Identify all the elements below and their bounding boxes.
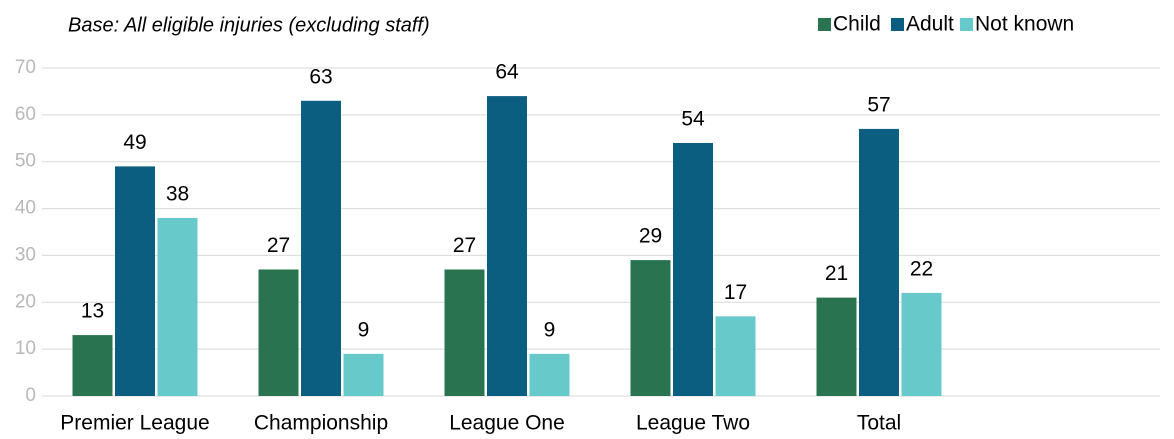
data-label: 29 <box>639 225 662 248</box>
data-label: 64 <box>495 61 519 84</box>
bar <box>673 142 713 396</box>
bar <box>859 128 899 396</box>
data-label: 9 <box>544 318 556 341</box>
data-label: 49 <box>123 131 146 154</box>
bar <box>444 269 485 396</box>
y-tick-label: 50 <box>15 151 36 172</box>
chart-subtitle: Base: All eligible injuries (excluding s… <box>68 14 430 36</box>
data-label: 22 <box>910 257 933 280</box>
data-label: 57 <box>867 93 890 116</box>
data-label: 38 <box>166 182 189 205</box>
x-tick-label: Premier League <box>60 412 209 435</box>
x-tick-label: League Two <box>636 412 750 435</box>
y-tick-label: 10 <box>15 338 36 359</box>
y-tick-label: 0 <box>25 385 36 406</box>
bar <box>343 353 384 396</box>
legend-swatch <box>891 18 904 31</box>
bar <box>529 353 570 396</box>
data-label: 17 <box>724 281 747 304</box>
legend-swatch <box>818 18 831 31</box>
bar <box>157 217 198 396</box>
data-label: 21 <box>825 262 848 285</box>
y-tick-label: 70 <box>15 57 36 78</box>
bar <box>816 297 857 396</box>
bar <box>901 292 942 396</box>
y-tick-label: 60 <box>15 104 36 125</box>
x-tick-label: League One <box>449 412 565 435</box>
bar <box>258 269 299 396</box>
legend-swatch <box>960 18 973 31</box>
y-tick-label: 40 <box>15 198 36 219</box>
legend-label: Child <box>833 13 881 36</box>
data-label: 54 <box>681 108 705 131</box>
legend-label: Adult <box>906 13 954 36</box>
y-tick-label: 30 <box>15 244 36 265</box>
data-label: 27 <box>267 234 290 257</box>
x-tick-label: Championship <box>254 412 388 435</box>
bar <box>715 316 756 396</box>
bar <box>630 260 671 396</box>
bar <box>115 166 155 396</box>
y-tick-label: 20 <box>15 291 36 312</box>
data-label: 13 <box>81 300 104 323</box>
bar <box>72 335 113 396</box>
data-label: 27 <box>453 234 476 257</box>
bar <box>301 100 341 397</box>
bar <box>487 96 527 396</box>
legend-label: Not known <box>975 13 1074 36</box>
data-label: 9 <box>358 318 370 341</box>
data-label: 63 <box>309 65 332 88</box>
x-tick-label: Total <box>857 412 901 435</box>
